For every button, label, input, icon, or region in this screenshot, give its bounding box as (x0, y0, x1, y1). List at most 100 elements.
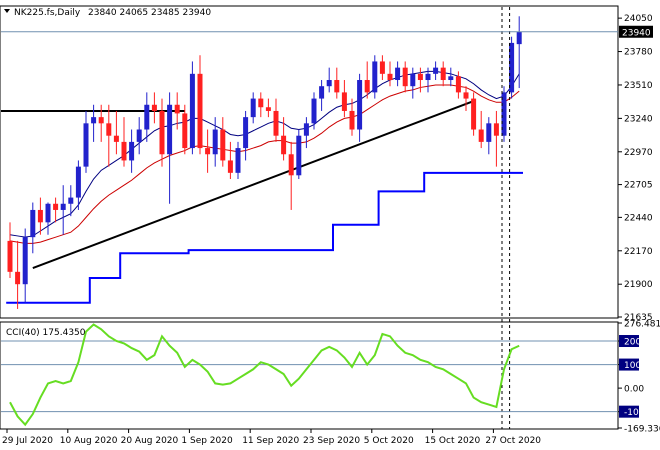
candle-body (151, 104, 157, 111)
price-axis-label: 23510 (624, 81, 653, 91)
cci-title: CCI(40) 175.4350 (6, 328, 86, 338)
cci-axis-label: -169.336 (624, 425, 660, 435)
candle-body (486, 123, 492, 142)
candle-body (471, 98, 477, 130)
cci-level-tag (619, 358, 639, 371)
candle-body (91, 117, 97, 124)
candle-body (448, 76, 454, 81)
candle-body (402, 67, 408, 87)
candle-body (235, 148, 241, 173)
candle-body (364, 80, 370, 93)
time-axis-label: 27 Oct 2020 (485, 436, 541, 446)
candle-body (463, 92, 469, 99)
candle-body (501, 92, 507, 136)
candle-body (167, 104, 173, 155)
candle-body (288, 154, 294, 176)
cci-level-tag (619, 405, 639, 418)
candle-body (113, 135, 119, 142)
candle-body (326, 80, 332, 87)
candle-body (30, 209, 36, 238)
price-axis-label: 22705 (624, 181, 653, 191)
candle-body (53, 203, 59, 210)
trend-line (32, 100, 474, 270)
current-price-label: 23940 (622, 28, 651, 38)
candle-body (250, 98, 256, 118)
price-axis-label: 23780 (624, 48, 653, 58)
candle-body (189, 73, 195, 149)
candle-body (37, 209, 43, 223)
candle-body (220, 129, 226, 161)
collapse-triangle-icon[interactable] (4, 9, 10, 13)
candle-body (440, 67, 446, 81)
candle-body (129, 141, 135, 161)
candle-body (227, 160, 233, 173)
chart-title-group: NK225.fs,Daily 23840 24065 23485 23940 (4, 8, 211, 18)
candle-body (182, 113, 188, 149)
candle-body (349, 110, 355, 130)
cci-axis-label: 0.00 (624, 385, 644, 395)
price-axis-label: 21900 (624, 280, 653, 290)
candle-body (83, 123, 89, 167)
candle-body (341, 92, 347, 111)
cci-level-tag (619, 335, 639, 348)
candle-body (75, 166, 81, 198)
cci-axis-label: 200 (624, 338, 641, 348)
price-axis-label: 22970 (624, 148, 653, 158)
candle-body (121, 141, 127, 161)
cci-axis-label: -100 (624, 408, 645, 418)
candle-body (174, 104, 180, 114)
candle-body (60, 203, 66, 210)
cci-axis-label: 276.4817 (624, 320, 660, 330)
price-axis-label: 24050 (624, 14, 653, 24)
candle-body (357, 80, 363, 130)
price-axis-label: 22170 (624, 247, 653, 257)
candle-body (334, 80, 340, 93)
candle-body (311, 98, 317, 124)
candle-body (417, 73, 423, 81)
candle-body (372, 61, 378, 93)
candle-body (379, 61, 385, 74)
time-axis-label: 23 Sep 2020 (303, 436, 360, 446)
candle-body (478, 129, 484, 142)
time-axis-label: 11 Sep 2020 (242, 436, 299, 446)
cci-axis-label: 100 (624, 361, 641, 371)
time-axis-label: 10 Aug 2020 (60, 436, 118, 446)
candle-body (144, 104, 150, 130)
candle-body (509, 42, 515, 93)
ma-slow-line (9, 84, 520, 244)
candle-body (106, 123, 112, 136)
candle-body (455, 76, 461, 93)
time-axis-label: 29 Jul 2020 (2, 436, 53, 446)
candle-body (387, 73, 393, 81)
price-panel-frame (0, 5, 619, 319)
candle-body (303, 123, 309, 136)
candle-body (273, 110, 279, 136)
candle-body (516, 31, 522, 45)
cci-panel-frame (0, 321, 619, 430)
chart-title: NK225.fs,Daily (14, 8, 81, 18)
candle-body (319, 86, 325, 99)
candle-body (136, 129, 142, 142)
price-axis-label: 23240 (624, 114, 653, 124)
candle-body (296, 135, 302, 176)
candle-body (159, 110, 165, 155)
candle-body (493, 123, 499, 136)
time-axis-label: 15 Oct 2020 (425, 436, 481, 446)
candle-body (45, 203, 51, 223)
candle-body (281, 135, 287, 155)
donchian-lower-line (6, 171, 523, 304)
candle-body (258, 98, 264, 108)
candle-body (265, 107, 271, 111)
time-axis-label: 1 Sep 2020 (181, 436, 233, 446)
current-price-tag (619, 25, 653, 38)
candle-body (212, 129, 218, 155)
candle-body (22, 237, 28, 285)
price-axis-label: 22440 (624, 213, 653, 223)
candle-body (433, 67, 439, 74)
time-axis-label: 5 Oct 2020 (364, 436, 414, 446)
candle-body (7, 240, 13, 272)
candle-body (68, 197, 74, 204)
cci-line (9, 323, 520, 427)
candle-body (205, 148, 211, 155)
